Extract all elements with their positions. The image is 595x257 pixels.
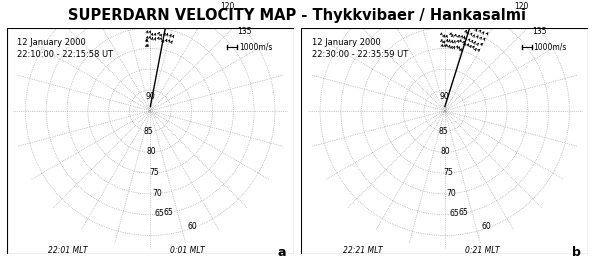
Text: 1000m/s: 1000m/s <box>533 42 566 51</box>
Text: 65: 65 <box>164 207 174 216</box>
Text: 1000m/s: 1000m/s <box>239 42 272 51</box>
Text: 65: 65 <box>458 207 468 216</box>
Text: b: b <box>572 246 581 257</box>
Text: 12 January 2000: 12 January 2000 <box>17 38 86 47</box>
Text: 60: 60 <box>187 222 197 231</box>
Text: 22:21 MLT: 22:21 MLT <box>343 246 382 255</box>
Text: 120: 120 <box>515 2 529 11</box>
Text: 80: 80 <box>146 148 156 157</box>
Text: 70: 70 <box>447 189 456 198</box>
Text: 85: 85 <box>143 127 153 136</box>
Text: 80: 80 <box>441 148 450 157</box>
Text: 12 January 2000: 12 January 2000 <box>312 38 380 47</box>
Text: 120: 120 <box>220 2 234 11</box>
Text: 85: 85 <box>438 127 447 136</box>
Text: 90: 90 <box>145 93 155 102</box>
Text: 65: 65 <box>449 209 459 218</box>
Text: 75: 75 <box>149 168 159 177</box>
Text: 75: 75 <box>444 168 453 177</box>
Text: 22:30:00 - 22:35:59 UT: 22:30:00 - 22:35:59 UT <box>312 50 408 59</box>
Text: 22:01 MLT: 22:01 MLT <box>48 246 87 255</box>
Text: 135: 135 <box>237 27 252 36</box>
Text: 22:10:00 - 22:15:58 UT: 22:10:00 - 22:15:58 UT <box>17 50 113 59</box>
Text: 0:01 MLT: 0:01 MLT <box>170 246 205 255</box>
Text: 60: 60 <box>482 222 491 231</box>
Text: SUPERDARN VELOCITY MAP - Thykkvibaer / Hankasalmi: SUPERDARN VELOCITY MAP - Thykkvibaer / H… <box>68 8 527 23</box>
Text: 0:21 MLT: 0:21 MLT <box>465 246 499 255</box>
Text: 65: 65 <box>155 209 165 218</box>
Text: 135: 135 <box>532 27 547 36</box>
Text: a: a <box>277 246 286 257</box>
Text: 90: 90 <box>440 93 450 102</box>
Text: 70: 70 <box>152 189 162 198</box>
